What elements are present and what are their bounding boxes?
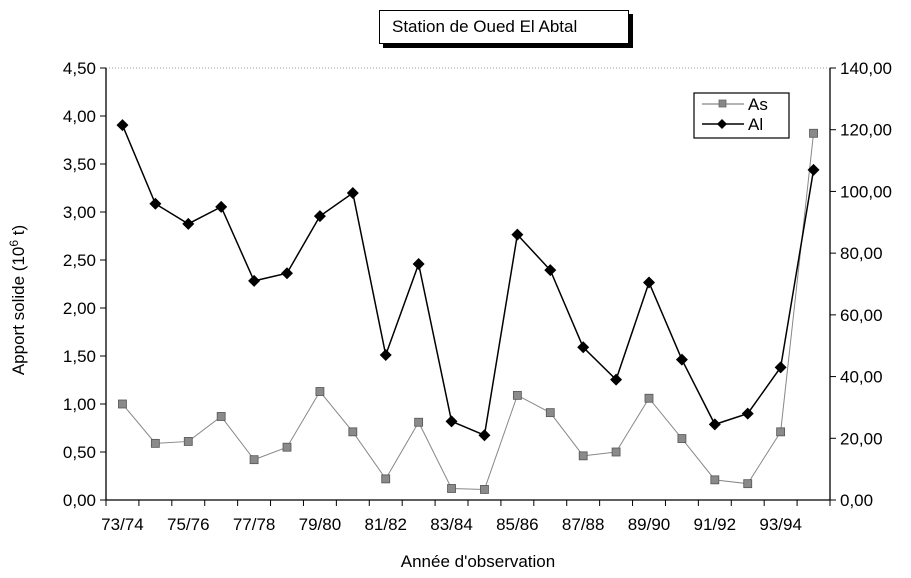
left-tick-label: 4,50 [63,59,96,78]
x-tick-label: 89/90 [628,515,671,534]
al-point [248,274,261,287]
right-tick-label: 60,00 [840,306,883,325]
al-point [544,264,557,277]
right-axis-ticks: 0,00 20,00 40,00 60,00 80,00 100,00 120,00 140,… [830,59,892,510]
as-point [282,442,292,452]
al-point [675,353,688,366]
al-point [741,407,754,420]
right-tick-label: 120,00 [840,121,892,140]
right-tick-label: 20,00 [840,429,883,448]
right-tick-label: 40,00 [840,368,883,387]
as-point [150,438,160,448]
x-tick-label: 73/74 [101,515,144,534]
as-point [183,437,193,446]
as-point [578,451,588,461]
left-tick-label: 2,00 [63,299,96,318]
y-axis-label: Apport solide (106 t) [7,225,28,375]
al-point [116,119,129,132]
as-point [381,474,391,484]
right-tick-label: 0,00 [840,491,873,510]
legend-al-label: Al [748,115,763,134]
as-point [348,427,358,437]
as-point [216,412,226,421]
as-point [512,390,522,400]
left-tick-label: 4,00 [63,107,96,126]
x-tick-label: 75/76 [167,515,210,534]
as-point [447,484,456,493]
al-point [412,257,425,270]
series-as [118,128,818,494]
as-point [249,455,259,465]
legend: As Al [693,92,790,139]
al-point [215,200,228,213]
al-point [478,429,491,442]
al-point [346,186,359,199]
chart-title-text: Station de Oued El Abtal [392,17,578,36]
x-tick-label: 81/82 [364,515,407,534]
al-point [149,197,162,210]
right-tick-label: 140,00 [840,59,892,78]
x-tick-label: 77/78 [233,515,276,534]
as-point [315,387,325,396]
left-axis-ticks: 0,00 0,50 1,00 1,50 2,00 2,50 3,00 3,50 4,00 4,50 [63,59,106,510]
as-point [743,479,753,489]
al-point [445,415,458,428]
left-tick-label: 3,00 [63,203,96,222]
al-point [379,348,392,361]
x-tick-label: 85/86 [496,515,539,534]
as-point [809,128,818,138]
al-point [511,228,524,241]
x-tick-label: 79/80 [299,515,342,534]
al-point [643,276,655,289]
x-axis-ticks: 73/74 75/76 77/78 79/80 81/82 83/84 85/86 87/88… [101,500,831,534]
as-point [776,427,786,437]
series-al [116,119,820,442]
x-tick-label: 83/84 [430,515,473,534]
as-point [480,485,489,494]
as-point [118,399,127,409]
al-point [577,341,590,354]
as-point [545,408,555,418]
as-point [710,475,720,485]
legend-as-marker [718,99,727,108]
series-as-line [122,133,815,490]
right-tick-label: 100,00 [840,182,892,201]
left-tick-label: 1,50 [63,347,96,366]
legend-as-label: As [748,95,768,114]
al-point [281,267,293,280]
x-axis-label: Année d'observation [401,552,555,571]
al-point [182,217,195,230]
al-point [610,373,623,386]
x-tick-label: 87/88 [562,515,605,534]
legend-al-marker [717,119,727,129]
x-tick-label: 91/92 [694,515,737,534]
as-point [677,434,687,443]
as-point [644,393,654,403]
left-tick-label: 0,50 [63,443,96,462]
left-tick-label: 0,00 [63,491,96,510]
x-tick-label: 93/94 [759,515,802,534]
chart-title: Station de Oued El Abtal [379,10,629,44]
al-point [708,418,721,431]
al-point [313,210,326,223]
left-tick-label: 3,50 [63,155,96,174]
al-point [807,163,820,176]
as-point [611,447,621,457]
left-tick-label: 2,50 [63,251,96,270]
right-tick-label: 80,00 [840,244,883,263]
al-point [774,361,787,374]
as-point [414,417,424,427]
left-tick-label: 1,00 [63,395,96,414]
series-al-line [121,124,815,437]
